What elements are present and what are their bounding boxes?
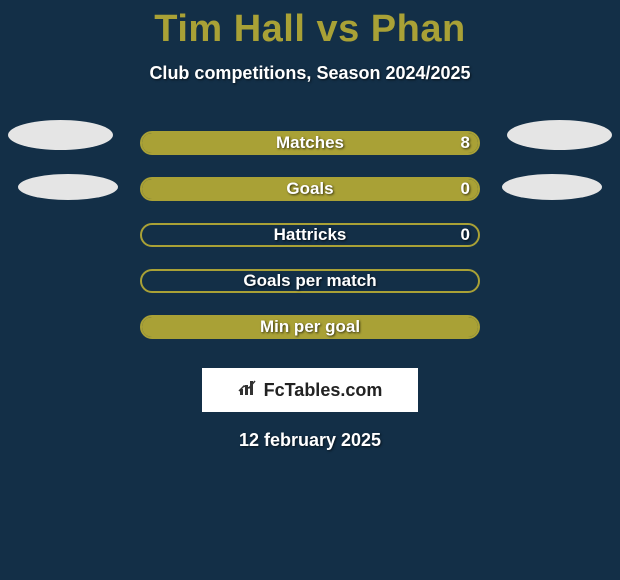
page-subtitle: Club competitions, Season 2024/2025 xyxy=(0,63,620,84)
bar-chart-icon xyxy=(238,379,260,402)
stat-bar-fill xyxy=(142,317,478,337)
stat-bar xyxy=(140,131,480,155)
page-title: Tim Hall vs Phan xyxy=(0,0,620,51)
stat-row-goals-per-match: Goals per match xyxy=(0,258,620,304)
stat-bar-fill xyxy=(142,133,478,153)
snapshot-date: 12 february 2025 xyxy=(0,430,620,451)
stat-row-hattricks: Hattricks 0 xyxy=(0,212,620,258)
stat-bar-fill xyxy=(142,179,478,199)
source-logo-text: FcTables.com xyxy=(264,380,383,401)
stat-bar xyxy=(140,223,480,247)
stat-bar xyxy=(140,269,480,293)
stat-bar xyxy=(140,177,480,201)
stat-row-goals: Goals 0 xyxy=(0,166,620,212)
stat-bar xyxy=(140,315,480,339)
comparison-card: Tim Hall vs Phan Club competitions, Seas… xyxy=(0,0,620,580)
source-logo: FcTables.com xyxy=(202,368,418,412)
stat-row-matches: Matches 8 xyxy=(0,120,620,166)
stat-row-min-per-goal: Min per goal xyxy=(0,304,620,350)
stats-list: Matches 8 Goals 0 Hattricks 0 Goals per … xyxy=(0,120,620,350)
